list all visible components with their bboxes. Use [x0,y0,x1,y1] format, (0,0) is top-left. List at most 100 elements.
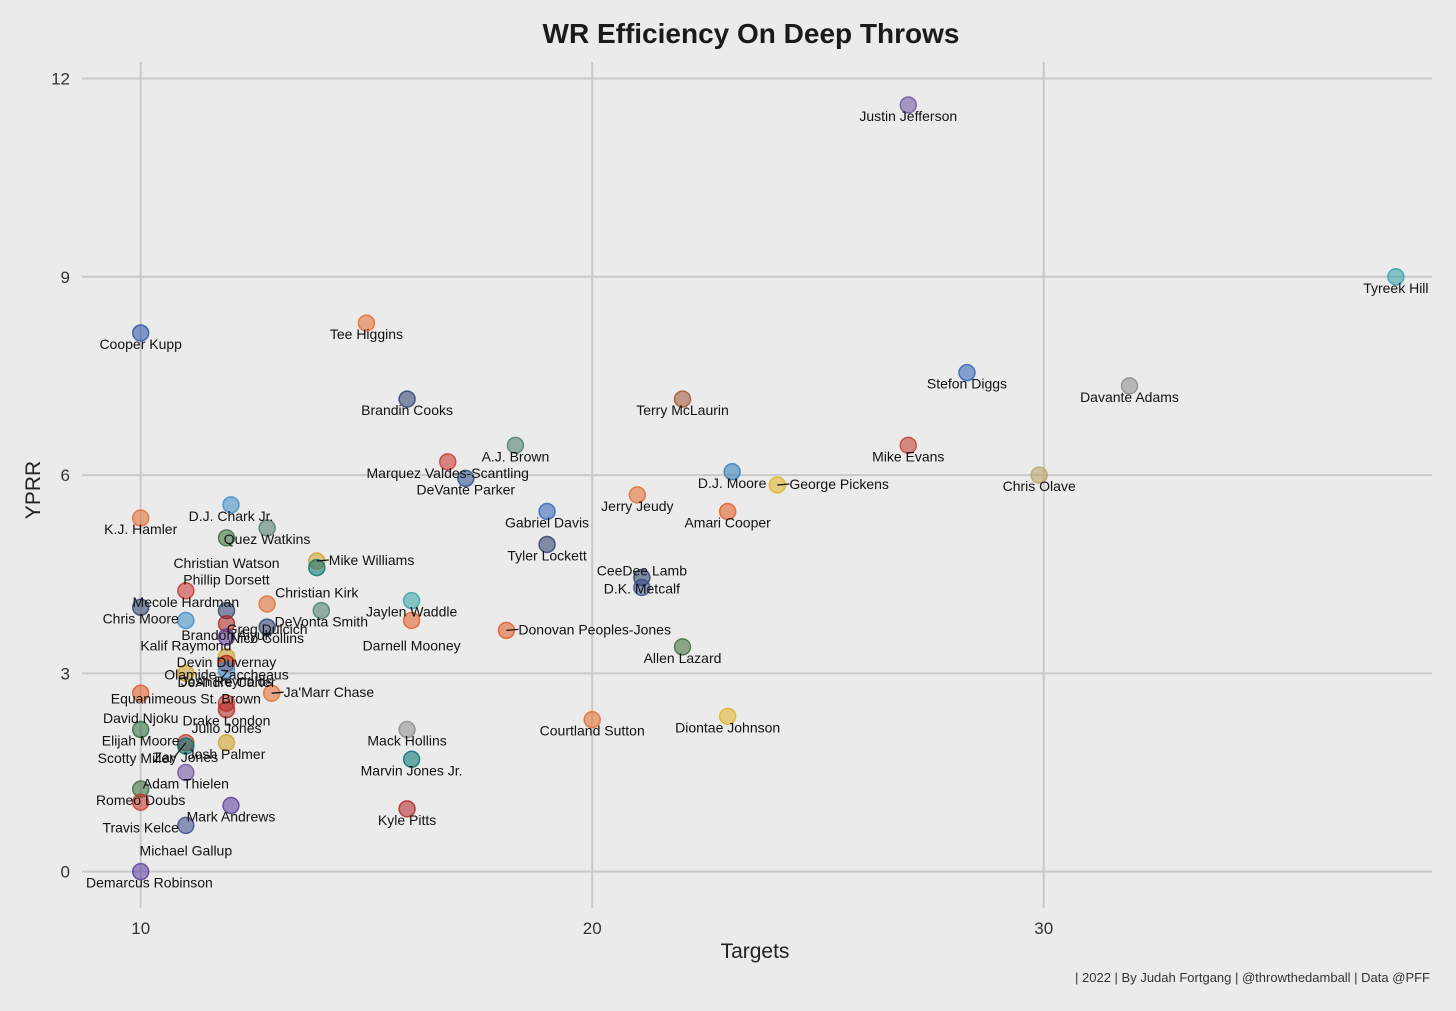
data-point-label: Drake London [183,713,271,729]
data-point-label: Davante Adams [1080,389,1179,405]
data-point-label: Brandin Cooks [361,402,453,418]
data-point-label: Chris Moore [103,610,179,626]
data-point-marker [899,436,918,455]
data-point-marker [222,796,240,815]
data-point-marker [308,558,326,577]
data-point-label: DeAndre Carter [177,674,275,690]
data-point-label: Phillip Dorsett [183,572,269,588]
data-point-label: Marquez Valdes-Scantling [367,465,529,481]
data-point-label: Scotty Miller [98,750,175,766]
y-tick-label: 12 [51,70,70,89]
data-point-label: Kyle Pitts [378,812,436,828]
data-point-marker [402,611,421,630]
data-point-marker [131,324,150,342]
label-leader-line [316,559,329,562]
y-tick-label: 9 [61,268,70,287]
data-point-marker [402,591,421,610]
data-point-marker [217,661,236,679]
x-tick-label: 10 [131,919,150,938]
data-point-marker [718,707,737,726]
data-point-label: Mike Williams [329,552,415,568]
data-point-label: Donovan Peoples-Jones [518,621,671,637]
data-point-label: Josh Palmer [188,746,266,762]
data-point-label: Olamide Zaccheaus [164,666,289,682]
data-point-marker [1387,268,1405,286]
data-point-marker [131,684,150,702]
data-point-marker [177,816,195,835]
tick-labels: 10 20 30 0 3 6 9 12 [51,70,1053,938]
data-point-marker [217,529,236,547]
data-point-marker [217,700,236,719]
data-point-label: Jaylen Waddle [366,604,458,620]
data-point-marker [538,502,556,521]
data-point-marker [506,436,525,455]
data-point-label: Tyreek Hill [1363,280,1428,296]
data-point-marker [1030,466,1048,484]
data-point-marker [899,96,918,114]
label-leader-line [777,483,790,486]
caption: | 2022 | By Judah Fortgang | @throwtheda… [1075,970,1430,985]
data-point-marker [402,750,421,769]
data-point-marker [398,720,416,739]
data-point-label: David Njoku [103,710,178,726]
data-point-label: Cooper Kupp [99,336,182,352]
data-point-label: Darnell Mooney [363,637,461,653]
data-point-marker [131,509,150,527]
data-labels: Justin Jefferson Tyreek Hill Tee Higgins Co… [86,108,1429,891]
data-point-marker [177,611,195,630]
data-point-marker [398,800,416,818]
data-point-marker [131,793,150,811]
x-tick-label: 20 [583,919,602,938]
x-axis-title: Targets [721,940,790,963]
data-point-marker [131,598,150,617]
data-point-label: Josh Reynolds [181,673,273,689]
data-point-label: D.K. Metcalf [604,581,680,597]
data-point-label: Devin Duvernay [177,654,277,670]
data-point-marker [673,390,692,408]
data-point-label: Ja'Marr Chase [284,684,375,700]
data-point-marker [258,618,276,636]
data-point-marker [457,469,475,488]
data-point-label: CeeDee Lamb [597,562,687,578]
data-point-marker [222,496,240,514]
data-point-label: Diontae Johnson [675,719,780,735]
data-point-marker [217,734,236,752]
data-markers [131,96,1405,881]
data-point-label: D.J. Chark Jr. [189,508,274,524]
data-point-marker [258,519,276,537]
data-point-marker [958,363,976,382]
data-point-marker [538,535,556,554]
label-leader-line [271,691,284,694]
data-point-marker [583,710,601,729]
chart-title: WR Efficiency On Deep Throws [542,18,960,49]
data-point-marker [312,601,331,620]
data-point-label: Romeo Doubs [96,792,185,808]
x-tick-label: 30 [1034,919,1053,938]
data-point-marker [217,628,236,646]
data-point-label: DeVonta Smith [275,614,368,630]
data-point-label: Adam Thielen [143,776,229,792]
data-point-label: Mark Andrews [187,809,276,825]
data-point-marker [438,453,457,471]
data-point-label: DeVante Parker [416,481,515,497]
data-point-label: Terry McLaurin [636,402,729,418]
data-point-label: Equanimeous St. Brown [111,690,261,706]
data-point-label: Demarcus Robinson [86,875,213,891]
grid-lines [82,62,1432,908]
data-point-label: Christian Watson [173,555,279,571]
data-point-label: Elijah Moore [102,733,180,749]
data-point-label: Brandon Aiyuk [181,627,272,643]
data-point-marker [357,314,376,332]
data-point-label: Justin Jefferson [859,108,957,124]
data-point-label: Marvin Jones Jr. [361,762,463,778]
data-point-label: Travis Kelce [102,819,179,835]
y-tick-label: 0 [61,863,70,882]
data-point-marker [131,720,150,739]
data-point-label: A.J. Brown [482,448,550,464]
data-point-marker [398,390,416,408]
data-point-label: Chris Olave [1003,478,1076,494]
data-point-marker [673,638,692,656]
data-point-label: Stefon Diggs [927,376,1007,392]
data-point-marker [177,763,195,782]
